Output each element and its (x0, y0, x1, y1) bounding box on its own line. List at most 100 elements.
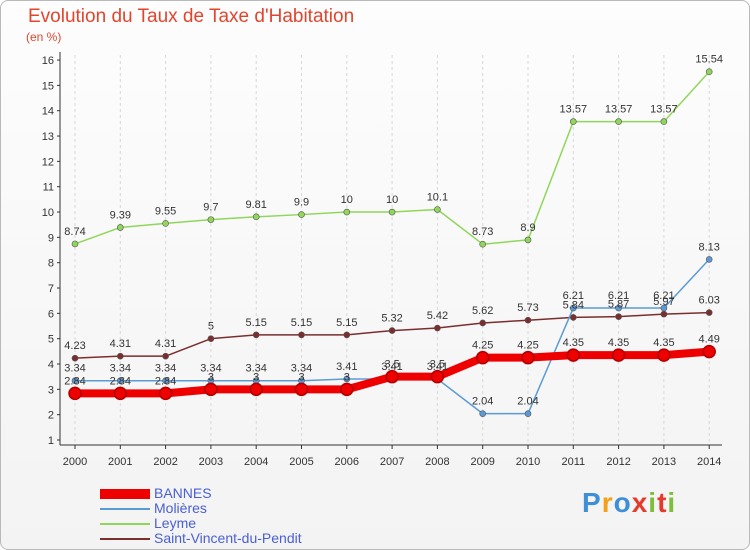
data-label: 9.81 (245, 199, 266, 211)
data-point (388, 327, 396, 334)
x-tick-label: 2013 (652, 456, 676, 468)
legend-swatch-leyme (100, 523, 150, 525)
y-tick-label: 13 (42, 131, 54, 143)
data-label: 4.35 (563, 337, 584, 349)
chart-subtitle: (en %) (26, 30, 62, 44)
x-tick-label: 2009 (470, 456, 494, 468)
data-point (298, 211, 305, 218)
data-point (71, 377, 79, 385)
data-label: 13.57 (560, 104, 588, 116)
data-point (615, 304, 622, 312)
data-label: 3 (253, 371, 259, 383)
data-label: 9.55 (155, 205, 176, 217)
data-point (340, 382, 354, 397)
data-point (657, 348, 671, 362)
y-tick-label: 15 (42, 80, 54, 92)
data-point (430, 369, 445, 384)
x-tick-label: 2001 (108, 456, 132, 468)
chart-title: Evolution du Taux de Taxe d'Habitation (28, 6, 355, 27)
data-point (204, 382, 218, 397)
legend-swatch-saint-vincent (100, 538, 150, 540)
y-tick-label: 16 (42, 55, 54, 67)
data-point (660, 118, 668, 125)
data-label: 10 (386, 194, 398, 206)
data-label: 3.34 (245, 363, 266, 375)
data-label: 4.23 (64, 340, 85, 352)
data-label: 3.5 (384, 359, 399, 371)
data-point (162, 377, 169, 385)
data-point (68, 386, 82, 401)
data-label: 2.84 (64, 375, 85, 387)
y-tick-label: 5 (48, 334, 54, 346)
data-label: 5.15 (245, 317, 266, 329)
data-label: 4.49 (698, 334, 719, 346)
data-point (660, 304, 668, 312)
data-point (385, 369, 399, 384)
data-label: 5.73 (517, 302, 538, 314)
data-point (343, 375, 351, 383)
data-point (388, 208, 396, 216)
y-tick-label: 7 (48, 283, 54, 295)
data-label: 5.84 (563, 299, 584, 311)
data-label: 3.34 (110, 363, 131, 375)
data-label: 3.41 (381, 361, 402, 373)
data-label: 8.13 (698, 241, 719, 253)
proxiti-logo[interactable]: Proxiti (582, 487, 677, 518)
data-point (475, 350, 490, 365)
data-point (343, 208, 351, 216)
data-label: 9.7 (203, 202, 218, 214)
data-label: 4.25 (517, 340, 538, 352)
data-point (615, 118, 622, 125)
y-tick-label: 11 (43, 182, 54, 194)
data-point (298, 331, 305, 339)
data-label: 3 (344, 371, 350, 383)
data-point (569, 314, 577, 321)
data-point (615, 313, 622, 320)
data-point (117, 352, 124, 360)
data-label: 4.35 (653, 337, 674, 349)
data-point (343, 331, 351, 339)
legend-swatch-molieres (100, 508, 150, 510)
data-label: 3 (208, 371, 214, 383)
data-label: 3 (298, 371, 304, 383)
x-tick-label: 2012 (606, 456, 630, 468)
data-label: 6.03 (698, 295, 719, 307)
data-label: 5.97 (653, 296, 674, 308)
data-point (524, 236, 532, 244)
data-point (705, 68, 713, 76)
data-label: 3.41 (336, 361, 357, 373)
x-tick-label: 2014 (697, 456, 721, 468)
x-tick-label: 2004 (244, 456, 268, 468)
data-point (569, 118, 577, 125)
data-point (207, 335, 215, 342)
data-point (207, 216, 215, 223)
y-tick-label: 10 (42, 207, 54, 219)
data-point (660, 310, 668, 318)
data-point (479, 319, 487, 327)
legend-label: Molières (154, 500, 207, 516)
data-label: 10 (341, 194, 353, 206)
y-tick-label: 8 (48, 258, 54, 270)
data-point (611, 348, 626, 362)
data-point (434, 324, 441, 332)
y-tick-label: 1 (48, 435, 54, 447)
data-point (252, 331, 260, 339)
data-label: 5.87 (608, 299, 629, 311)
y-tick-label: 6 (48, 308, 54, 320)
x-tick-label: 2007 (380, 456, 404, 468)
data-label: 10.1 (427, 191, 448, 203)
data-label: 2.84 (155, 375, 176, 387)
data-label: 3.34 (200, 363, 221, 375)
data-point (705, 256, 713, 263)
x-tick-label: 2006 (335, 456, 359, 468)
legend-label: Saint-Vincent-du-Pendit (154, 530, 302, 546)
legend-swatch-bannes (100, 489, 150, 499)
data-label: 6.21 (653, 290, 674, 302)
data-label: 5.15 (291, 317, 312, 329)
data-point (162, 220, 169, 227)
data-point (479, 410, 487, 417)
data-label: 3.5 (430, 359, 445, 371)
data-point (702, 344, 716, 359)
